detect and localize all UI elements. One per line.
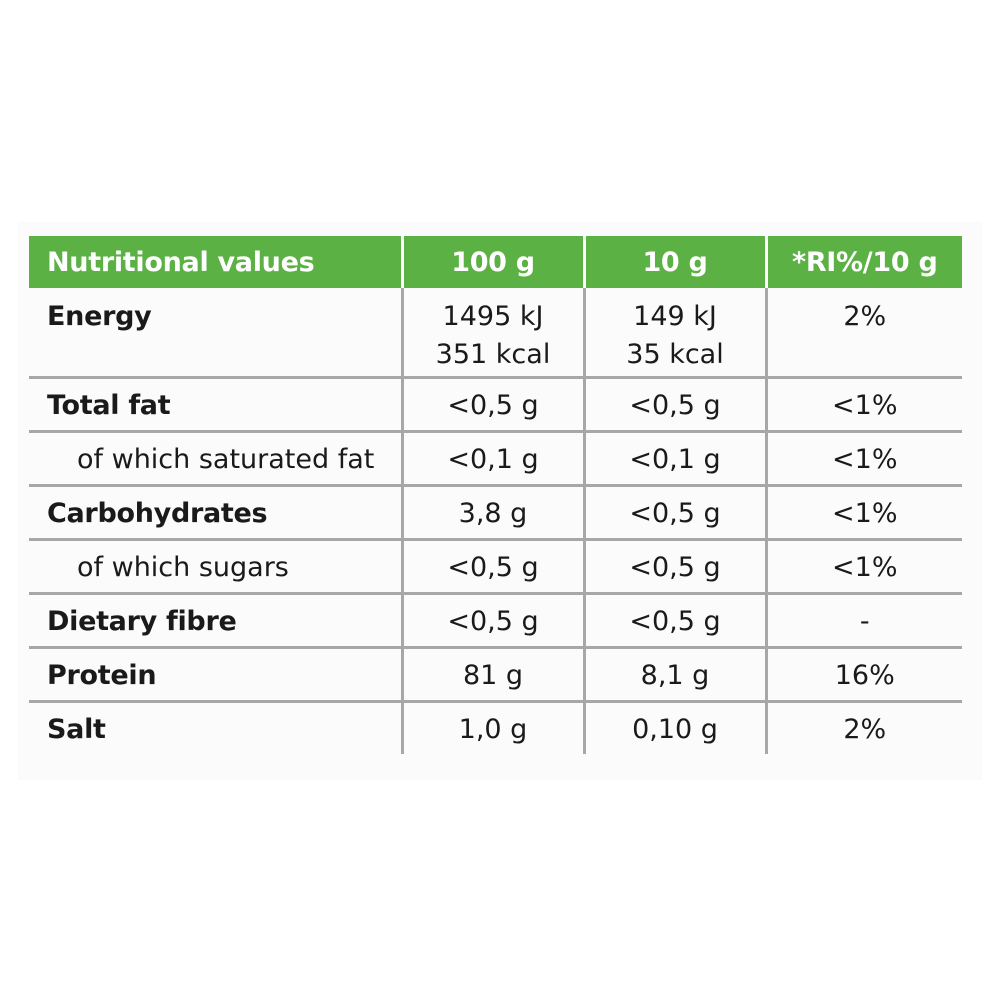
ri-cell: -: [766, 592, 962, 648]
header-100g: 100 g: [402, 236, 586, 288]
header-nutritional-values: Nutritional values: [29, 236, 404, 288]
ri-cell: 2%: [766, 700, 962, 754]
table-row-saturated-fat: of which saturated fat <0,1 g <0,1 g <1%: [29, 430, 962, 486]
table-row-carbohydrates: Carbohydrates 3,8 g <0,5 g <1%: [29, 484, 962, 540]
ri-cell: <1%: [766, 376, 962, 432]
ri-cell: <1%: [766, 430, 962, 486]
table-row-sugars: of which sugars <0,5 g <0,5 g <1%: [29, 538, 962, 594]
row-label: Protein: [29, 646, 404, 702]
row-label: Carbohydrates: [29, 484, 404, 540]
per10-cell: <0,5 g: [584, 376, 768, 432]
energy-per10-cell: 149 kJ 35 kcal: [584, 288, 768, 378]
row-label: Dietary fibre: [29, 592, 404, 648]
table-row-dietary-fibre: Dietary fibre <0,5 g <0,5 g -: [29, 592, 962, 648]
per100-cell: <0,1 g: [402, 430, 586, 486]
table-row-salt: Salt 1,0 g 0,10 g 2%: [29, 700, 962, 754]
row-label: of which sugars: [29, 538, 404, 594]
nutrition-table: Nutritional values 100 g 10 g *RI%/10 g …: [29, 236, 962, 754]
table-row-energy: Energy 1495 kJ 351 kcal 149 kJ 35 kcal 2…: [29, 288, 962, 378]
per10-cell: 8,1 g: [584, 646, 768, 702]
row-label: of which saturated fat: [29, 430, 404, 486]
energy-per10-kcal: 35 kcal: [626, 339, 724, 370]
energy-per100-kcal: 351 kcal: [435, 339, 551, 370]
energy-per100-kj: 1495 kJ: [442, 301, 544, 332]
ri-cell: 16%: [766, 646, 962, 702]
per10-cell: <0,5 g: [584, 592, 768, 648]
header-ri-percent: *RI%/10 g: [766, 236, 962, 288]
per100-cell: <0,5 g: [402, 376, 586, 432]
per100-cell: <0,5 g: [402, 592, 586, 648]
row-label: Energy: [29, 288, 404, 378]
ri-cell: <1%: [766, 538, 962, 594]
energy-per10-kj: 149 kJ: [633, 301, 717, 332]
header-row: Nutritional values 100 g 10 g *RI%/10 g: [29, 236, 962, 288]
per100-cell: 1,0 g: [402, 700, 586, 754]
table-row-total-fat: Total fat <0,5 g <0,5 g <1%: [29, 376, 962, 432]
energy-ri-cell: 2%: [843, 301, 887, 332]
row-label: Salt: [29, 700, 404, 754]
per10-cell: <0,5 g: [584, 484, 768, 540]
per100-cell: 3,8 g: [402, 484, 586, 540]
per10-cell: <0,5 g: [584, 538, 768, 594]
per10-cell: 0,10 g: [584, 700, 768, 754]
table-row-protein: Protein 81 g 8,1 g 16%: [29, 646, 962, 702]
per10-cell: <0,1 g: [584, 430, 768, 486]
per100-cell: 81 g: [402, 646, 586, 702]
ri-cell: <1%: [766, 484, 962, 540]
row-label: Total fat: [29, 376, 404, 432]
energy-per100-cell: 1495 kJ 351 kcal: [402, 288, 586, 378]
per100-cell: <0,5 g: [402, 538, 586, 594]
header-10g: 10 g: [584, 236, 768, 288]
